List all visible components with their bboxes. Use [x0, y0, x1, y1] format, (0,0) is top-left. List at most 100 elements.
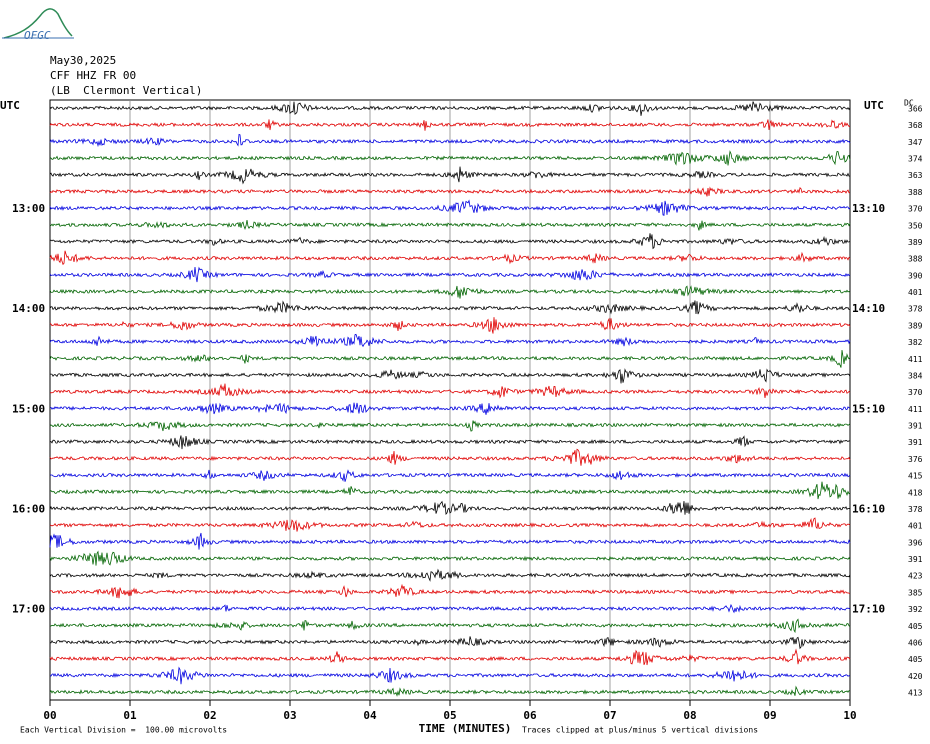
right-time-label: 17:10 [852, 603, 885, 616]
trace [49, 666, 851, 685]
x-tick-label: 00 [43, 709, 56, 722]
dc-value: 390 [908, 271, 923, 280]
dc-value: 370 [908, 388, 923, 397]
dc-value: 347 [908, 138, 923, 147]
dc-label: DC [904, 99, 914, 108]
right-time-label: 16:10 [852, 502, 885, 515]
dc-value: 391 [908, 555, 923, 564]
left-time-label: 16:00 [12, 502, 45, 515]
dc-value: 392 [908, 605, 923, 614]
dc-value: 388 [908, 255, 923, 264]
trace [49, 517, 851, 532]
dc-value: 391 [908, 422, 923, 431]
dc-value: 363 [908, 171, 923, 180]
dc-value: 423 [908, 572, 923, 581]
trace [49, 166, 850, 185]
x-tick-label: 04 [363, 709, 377, 722]
dc-value: 385 [908, 588, 923, 597]
trace [49, 199, 851, 216]
logo: OFGC [24, 29, 51, 42]
trace [49, 250, 851, 266]
x-label: TIME (MINUTES) [419, 722, 512, 735]
right-time-label: 14:10 [852, 302, 885, 315]
trace [49, 220, 851, 231]
dc-value: 401 [908, 522, 923, 531]
right-time-label: 15:10 [852, 402, 885, 415]
trace [49, 266, 851, 283]
trace [49, 101, 851, 116]
trace [49, 500, 851, 515]
dc-value: 411 [908, 355, 923, 364]
dc-value: 350 [908, 221, 923, 230]
trace [49, 618, 851, 634]
dc-value: 418 [908, 488, 923, 497]
x-tick-label: 01 [123, 709, 137, 722]
dc-value: 401 [908, 288, 923, 297]
x-tick-label: 05 [443, 709, 456, 722]
dc-value: 406 [908, 638, 923, 647]
trace [49, 383, 851, 399]
x-tick-label: 09 [763, 709, 776, 722]
dc-value: 376 [908, 455, 923, 464]
trace [49, 448, 851, 466]
trace [49, 150, 851, 166]
right-time-label: 13:10 [852, 202, 885, 215]
location: (LB Clermont Vertical) [50, 84, 202, 97]
x-tick-label: 07 [603, 709, 616, 722]
dc-value: 368 [908, 121, 923, 130]
footer-left: Each Vertical Division = 100.00 microvol… [20, 726, 227, 735]
dc-value: 391 [908, 438, 923, 447]
dc-value: 405 [908, 622, 923, 631]
dc-value: 413 [908, 689, 923, 698]
trace [49, 435, 851, 450]
date: May30,2025 [50, 54, 116, 67]
footer-right: Traces clipped at plus/minus 5 vertical … [522, 726, 758, 735]
x-tick-label: 02 [203, 709, 216, 722]
trace [49, 532, 851, 550]
dc-value: 396 [908, 538, 923, 547]
trace [49, 119, 851, 131]
dc-value: 389 [908, 321, 923, 330]
left-time-label: 17:00 [12, 603, 45, 616]
trace [49, 133, 851, 148]
dc-value: 382 [908, 338, 923, 347]
dc-value: 389 [908, 238, 923, 247]
trace [49, 317, 851, 334]
station: CFF HHZ FR 00 [50, 69, 136, 82]
trace [49, 550, 851, 566]
trace [49, 233, 851, 250]
trace [50, 368, 851, 384]
right-time-label: UTC [864, 99, 884, 112]
trace [49, 186, 850, 197]
dc-value: 374 [908, 155, 923, 164]
left-time-label: 15:00 [12, 402, 45, 415]
dc-value: 405 [908, 655, 923, 664]
dc-value: 384 [908, 371, 923, 380]
trace [49, 583, 851, 599]
x-tick-label: 06 [523, 709, 537, 722]
dc-value: 378 [908, 505, 923, 514]
trace [49, 420, 851, 432]
x-tick-label: 10 [843, 709, 856, 722]
trace [49, 568, 851, 582]
x-tick-label: 08 [683, 709, 696, 722]
logo-curve [3, 8, 73, 39]
dc-value: 388 [908, 188, 923, 197]
dc-value: 411 [908, 405, 923, 414]
trace [49, 685, 851, 697]
trace [49, 402, 851, 415]
dc-value: 378 [908, 305, 923, 314]
trace [49, 636, 851, 650]
left-time-label: UTC [0, 99, 20, 112]
trace [49, 603, 851, 614]
trace [49, 349, 851, 368]
trace [49, 300, 851, 315]
trace [49, 648, 851, 666]
left-time-label: 13:00 [12, 202, 45, 215]
dc-value: 370 [908, 205, 923, 214]
x-tick-label: 03 [283, 709, 296, 722]
trace [49, 285, 851, 299]
dc-value: 415 [908, 472, 923, 481]
trace [49, 481, 851, 500]
